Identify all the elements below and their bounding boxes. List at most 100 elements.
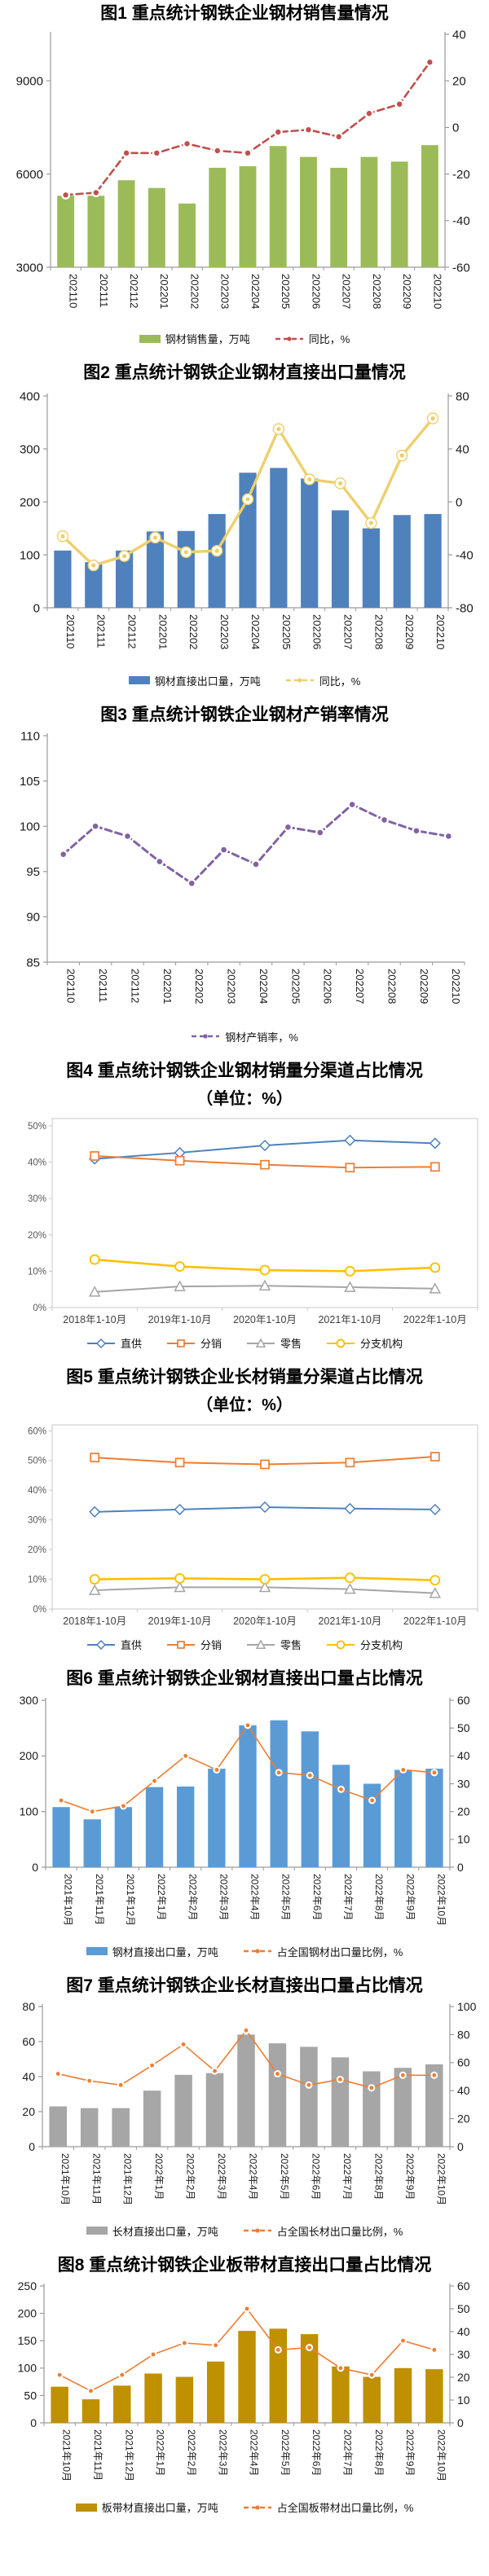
line-swatch-icon	[247, 1639, 275, 1649]
svg-text:202201: 202201	[158, 274, 170, 309]
svg-text:2021年11月: 2021年11月	[94, 1874, 105, 1925]
fig4-legend-label-3: 分支机构	[360, 1338, 403, 1350]
svg-text:202112: 202112	[128, 274, 140, 308]
fig8-legend-item-1: 占全国板带材出口量比例，%	[243, 2499, 413, 2515]
svg-text:60: 60	[457, 2055, 470, 2068]
svg-text:202201: 202201	[156, 614, 169, 649]
figure-8-chart: 250 200 150 100 50 0 60 50 40 30 20 10 0 2021年10月 2021…	[0, 2279, 489, 2498]
fig2-legend-item-0: 钢材直接出口量，万吨	[128, 673, 261, 688]
svg-text:202110: 202110	[64, 614, 77, 648]
fig8-legend-label-0: 板带材直接出口量，万吨	[101, 2502, 218, 2514]
svg-text:-80: -80	[456, 601, 474, 615]
svg-text:2022年4月: 2022年4月	[249, 2429, 260, 2476]
report-page: 图1 重点统计钢铁企业钢材销售量情况 9000 6000 3000 40 20 0 -20-…	[0, 3, 489, 2515]
svg-text:-40: -40	[452, 214, 470, 228]
svg-text:2022年7月: 2022年7月	[341, 2153, 353, 2200]
fig6-legend-label-0: 钢材直接出口量，万吨	[112, 1945, 218, 1958]
line-swatch-icon	[243, 1949, 271, 1954]
figure-8-title: 图8 重点统计钢铁企业板带材直接出口量占比情况	[57, 2255, 432, 2275]
fig4-legend-label-0: 直供	[120, 1338, 142, 1350]
svg-text:0: 0	[33, 601, 40, 615]
svg-text:2022年1月: 2022年1月	[153, 2153, 165, 2200]
svg-text:80: 80	[22, 2000, 35, 2013]
svg-text:60: 60	[22, 2035, 35, 2048]
fig7-plot: 80 60 40 20 0 100 80 60 40 20 0 2021年10月 2021年11月 202…	[22, 2000, 476, 2205]
fig2-legend-item-1: 同比，%	[285, 673, 360, 688]
fig5-legend-label-3: 分支机构	[360, 1639, 403, 1652]
svg-text:40: 40	[456, 442, 469, 456]
figure-4-title: 图4 重点统计钢铁企业钢材销量分渠道占比情况	[66, 1061, 423, 1080]
svg-text:10%: 10%	[28, 1576, 46, 1585]
svg-text:2020年1-10月: 2020年1-10月	[233, 1314, 297, 1325]
svg-text:50: 50	[24, 2389, 37, 2402]
svg-text:110: 110	[20, 729, 40, 743]
svg-text:202205: 202205	[280, 274, 292, 309]
svg-text:2022年1月: 2022年1月	[156, 1874, 167, 1920]
fig8-legend-item-0: 板带材直接出口量，万吨	[75, 2499, 218, 2515]
svg-text:2022年6月: 2022年6月	[310, 2153, 321, 2200]
figure-1: 图1 重点统计钢铁企业钢材销售量情况 9000 6000 3000 40 20 0 -20 -…	[0, 3, 489, 346]
bar-swatch-icon	[75, 2503, 97, 2512]
figure-7-title: 图7 重点统计钢铁企业长材直接出口量占比情况	[66, 1976, 423, 1995]
svg-text:10: 10	[457, 1832, 470, 1845]
svg-text:2022年2月: 2022年2月	[185, 2153, 196, 2200]
svg-text:202205: 202205	[289, 969, 302, 1004]
svg-text:30%: 30%	[28, 1194, 46, 1204]
svg-text:2018年1-10月: 2018年1-10月	[63, 1314, 126, 1325]
svg-text:2022年6月: 2022年6月	[311, 1874, 323, 1920]
svg-text:202204: 202204	[249, 274, 262, 309]
svg-text:100: 100	[20, 548, 40, 562]
line-swatch-icon	[247, 1338, 275, 1347]
svg-text:100: 100	[18, 2362, 37, 2375]
svg-text:20: 20	[457, 2371, 470, 2384]
figure-5: 图5 重点统计钢铁企业长材销量分渠道占比情况 （单位：%） 60% 50% 40% 3…	[0, 1367, 489, 1652]
svg-text:20: 20	[452, 75, 466, 89]
svg-text:20: 20	[457, 1805, 470, 1818]
line-swatch-icon	[243, 2228, 271, 2233]
fig4-legend-item-1: 分销	[166, 1335, 222, 1351]
line-swatch-icon	[86, 1338, 115, 1348]
svg-text:40%: 40%	[28, 1158, 46, 1168]
svg-text:2022年3月: 2022年3月	[216, 2153, 227, 2200]
svg-text:2022年8月: 2022年8月	[372, 2153, 384, 2200]
fig1-legend-label-0: 钢材销售量，万吨	[165, 333, 250, 346]
svg-text:202112: 202112	[129, 969, 141, 1003]
fig3-plot: 110 105 100 95 90 85 202110 202111 202112 202201 2…	[20, 729, 465, 1004]
figure-1-legend: 钢材销售量，万吨 同比，%	[0, 331, 489, 346]
svg-text:2022年8月: 2022年8月	[373, 1874, 385, 1920]
figure-8: 图8 重点统计钢铁企业板带材直接出口量占比情况 250 200 150 100 50 0 6…	[0, 2255, 489, 2515]
svg-text:0: 0	[452, 121, 459, 135]
fig6-legend-item-1: 占全国钢材出口量比例，%	[243, 1944, 403, 1959]
svg-text:2021年10月: 2021年10月	[61, 2429, 73, 2481]
svg-text:0%: 0%	[33, 1605, 46, 1615]
figure-5-chart: 60% 50% 40% 30% 20% 10% 0% 2018年1-10月 2019年1-10月…	[0, 1417, 489, 1635]
svg-text:60: 60	[457, 2279, 470, 2292]
svg-text:202209: 202209	[418, 969, 430, 1004]
svg-text:100: 100	[20, 1805, 39, 1818]
svg-text:2020年1-10月: 2020年1-10月	[233, 1615, 297, 1627]
figure-2-title: 图2 重点统计钢铁企业钢材直接出口量情况	[83, 363, 406, 383]
svg-text:2022年8月: 2022年8月	[373, 2429, 385, 2476]
svg-text:400: 400	[20, 389, 40, 403]
svg-text:90: 90	[26, 910, 40, 924]
figure-3-legend: 钢材产销率，%	[0, 1029, 489, 1044]
svg-text:202207: 202207	[341, 614, 354, 649]
fig4-legend-item-3: 分支机构	[326, 1335, 403, 1351]
svg-text:50: 50	[457, 1721, 470, 1734]
fig5-legend-item-3: 分支机构	[326, 1637, 403, 1652]
svg-text:2021年12月: 2021年12月	[123, 2429, 134, 2481]
svg-text:10: 10	[457, 2394, 470, 2407]
svg-text:2021年11月: 2021年11月	[92, 2429, 104, 2481]
svg-text:2022年10月: 2022年10月	[435, 1874, 447, 1926]
svg-text:0: 0	[457, 2140, 464, 2153]
svg-text:202210: 202210	[434, 614, 447, 649]
svg-text:200: 200	[18, 2307, 37, 2320]
svg-text:202210: 202210	[450, 969, 462, 1004]
svg-text:200: 200	[20, 1749, 39, 1762]
fig5-legend-label-2: 零售	[280, 1639, 302, 1652]
fig1-legend-label-1: 同比，%	[308, 333, 350, 346]
svg-text:2022年5月: 2022年5月	[279, 2153, 290, 2200]
svg-text:2022年4月: 2022年4月	[248, 2153, 259, 2200]
svg-text:0: 0	[29, 2140, 35, 2153]
